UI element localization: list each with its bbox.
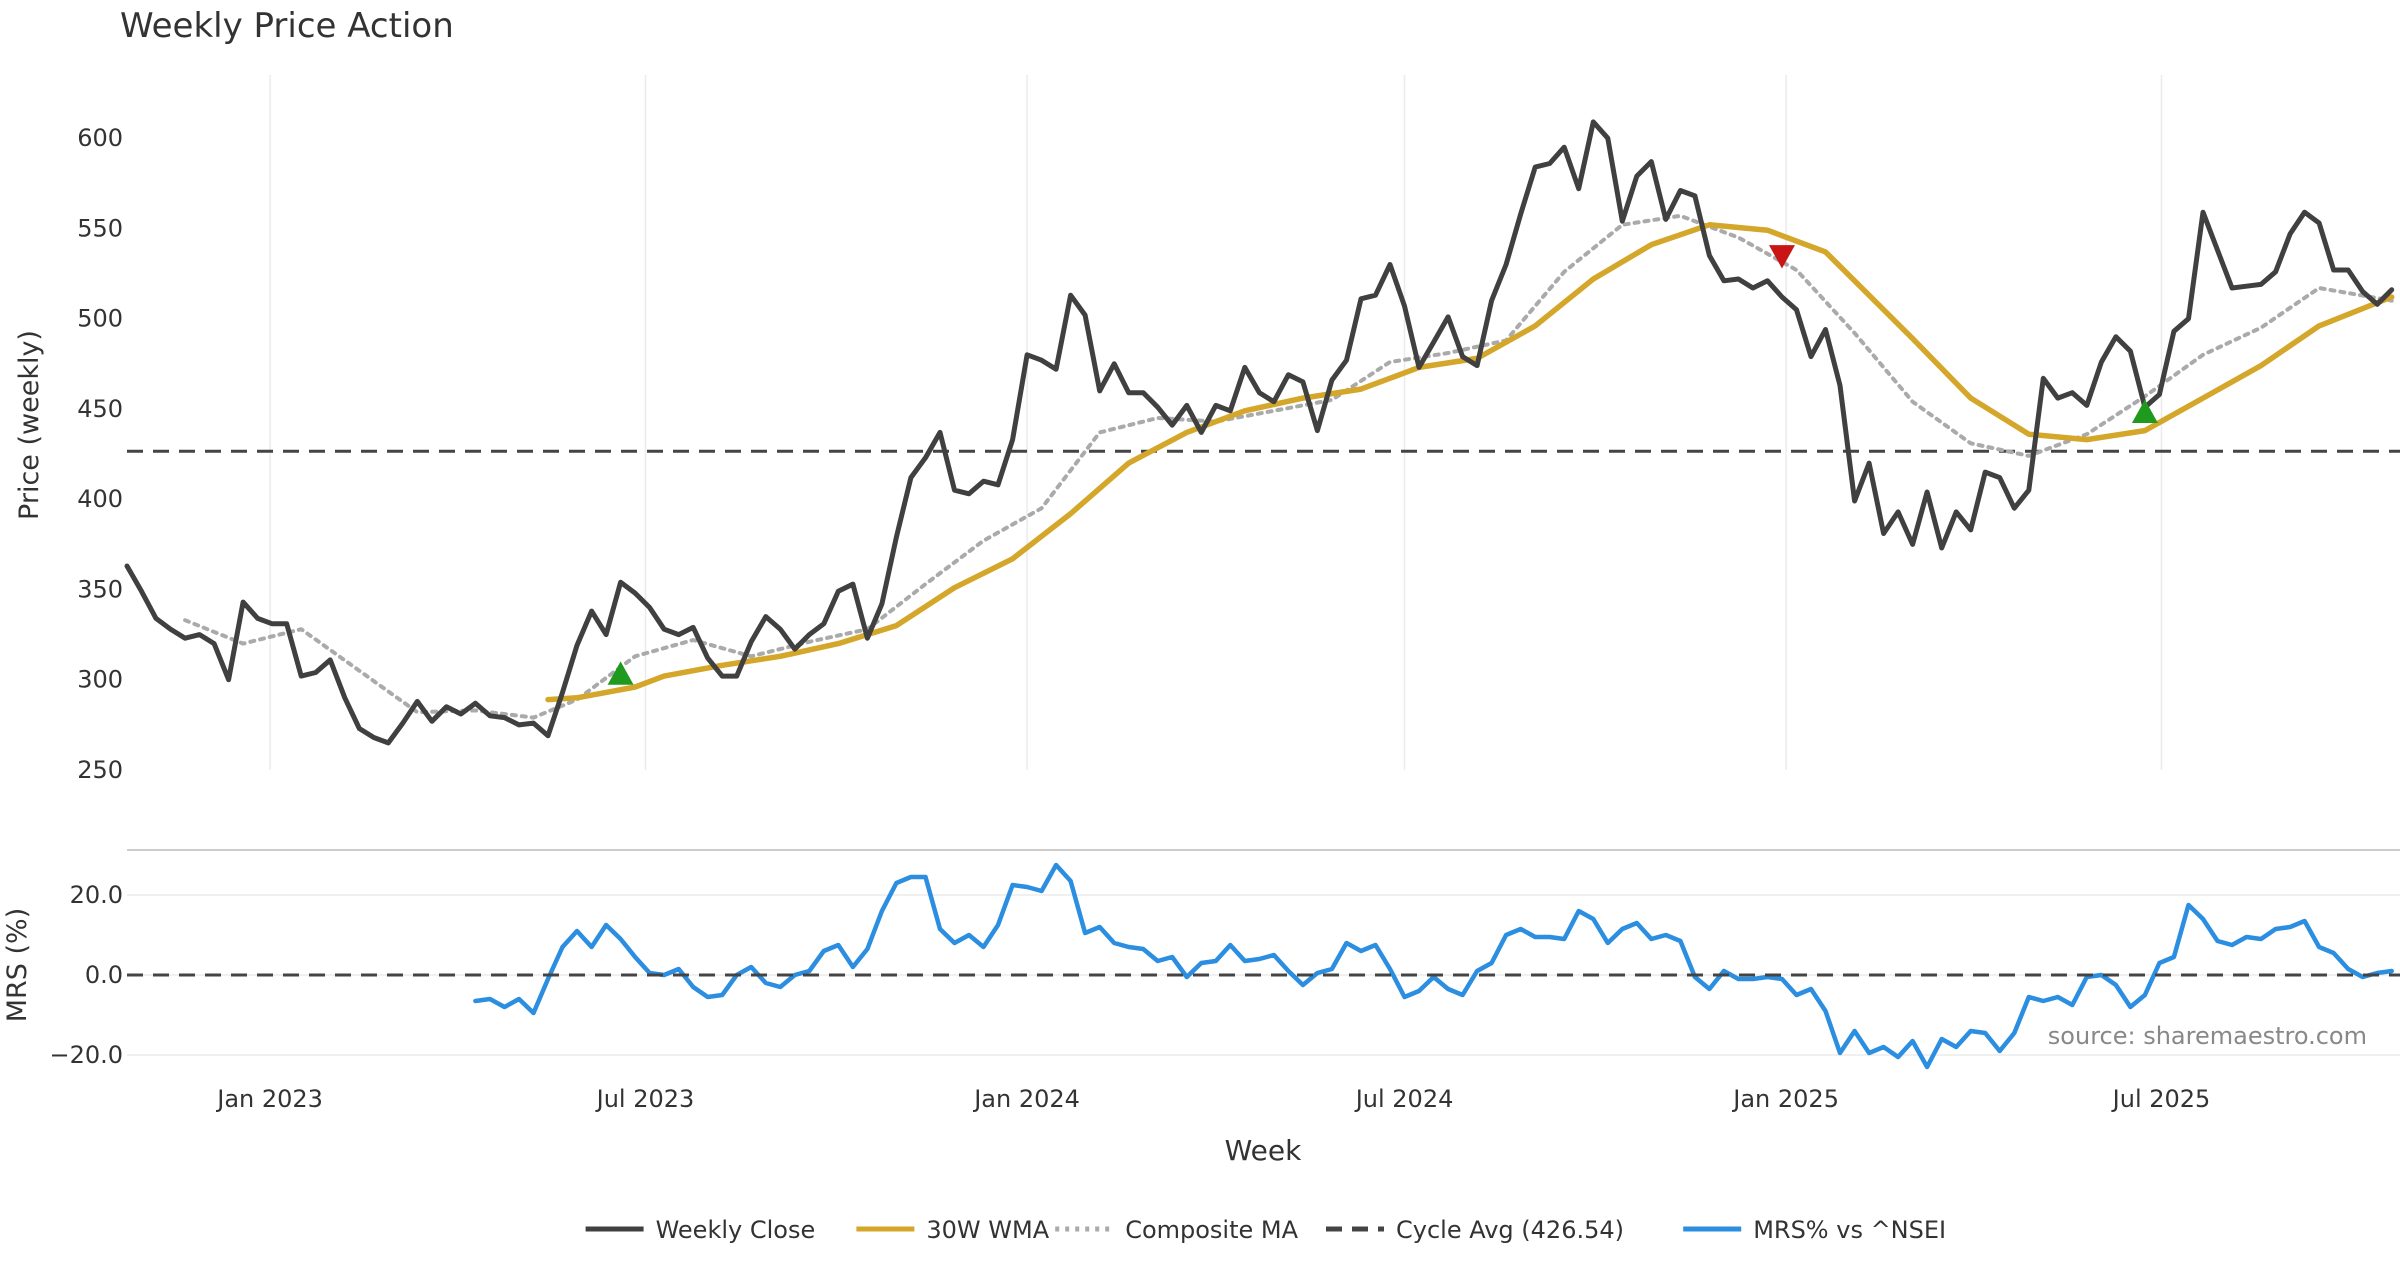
- mrs-y-tick-label: 0.0: [85, 961, 123, 989]
- price-panel: 250 300 350 400 450 500 550 600: [77, 75, 2400, 784]
- mrs-panel: −20.0 0.0 20.0: [49, 862, 2400, 1070]
- price-y-tick-label: 400: [77, 485, 123, 513]
- series-line-composite-ma: [183, 213, 2394, 720]
- series-line-mrs-vs-nsei: [473, 862, 2394, 1070]
- signal-marker-sell: [1768, 245, 1795, 269]
- series-line-weekly-close: [124, 119, 2395, 746]
- legend-label-cycle-avg-426-54: Cycle Avg (426.54): [1396, 1216, 1624, 1244]
- price-y-tick-label: 250: [77, 756, 123, 784]
- x-tick-label: Jul 2024: [1354, 1085, 1454, 1113]
- x-ticks: Jan 2023 Jul 2023 Jan 2024 Jul 2024 Jan 2025…: [215, 1085, 2210, 1113]
- mrs-y-tick-label: 20.0: [70, 881, 123, 909]
- mrs-y-tick-label: −20.0: [49, 1041, 123, 1069]
- chart-title: Weekly Price Action: [120, 6, 454, 46]
- x-tick-label: Jan 2023: [215, 1085, 323, 1113]
- price-y-tick-label: 600: [77, 124, 123, 152]
- price-y-tick-label: 450: [77, 395, 123, 423]
- series-line-30w-wma: [545, 222, 2395, 703]
- x-tick-label: Jan 2024: [972, 1085, 1080, 1113]
- price-y-tick-label: 300: [77, 666, 123, 694]
- price-y-axis-label: Price (weekly): [14, 330, 45, 520]
- legend-label-weekly-close: Weekly Close: [656, 1216, 816, 1244]
- x-axis-label: Week: [1225, 1134, 1302, 1167]
- mrs-y-axis-label: MRS (%): [2, 908, 33, 1023]
- x-tick-label: Jan 2025: [1731, 1085, 1839, 1113]
- legend-label-30w-wma: 30W WMA: [926, 1216, 1049, 1244]
- legend: Weekly Close 30W WMA Composite MA Cycle Avg…: [585, 1216, 1946, 1244]
- legend-label-mrs-vs-nsei: MRS% vs ^NSEI: [1753, 1216, 1946, 1244]
- source-annotation: source: sharemaestro.com: [2048, 1022, 2367, 1050]
- price-y-tick-label: 350: [77, 575, 123, 603]
- signal-marker-buy: [2131, 399, 2158, 423]
- legend-label-composite-ma: Composite MA: [1125, 1216, 1298, 1244]
- x-tick-label: Jul 2023: [595, 1085, 695, 1113]
- price-y-tick-label: 550: [77, 214, 123, 242]
- price-y-tick-label: 500: [77, 305, 123, 333]
- signal-marker-buy: [607, 661, 634, 685]
- x-tick-label: Jul 2025: [2111, 1085, 2211, 1113]
